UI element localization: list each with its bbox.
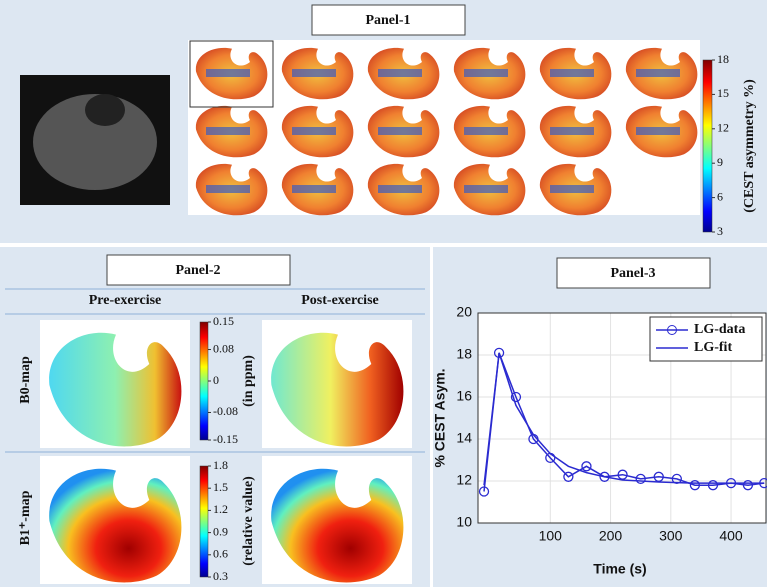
cest-map-core (636, 69, 680, 77)
colorbar-tick-label: 9 (717, 155, 723, 169)
colorbar-tick-label: 0.3 (213, 569, 228, 583)
colorbar-tick-label: 0.6 (213, 547, 228, 561)
colorbar-tick-label: 0.08 (213, 341, 234, 355)
legend-marker (667, 325, 677, 335)
colorbar-label: (CEST asymmetry %) (742, 79, 757, 213)
colorbar-tick-label: 1.2 (213, 502, 228, 516)
cest-map-core (292, 69, 336, 77)
colorbar-tick-label: 1.8 (213, 458, 228, 472)
cest-map-core (636, 127, 680, 135)
cest-map-core (464, 127, 508, 135)
colorbar (199, 321, 209, 441)
y-tick-label: 12 (456, 472, 472, 488)
series-line (483, 352, 765, 486)
panel-title: Panel-2 (175, 263, 220, 278)
column-label: Post-exercise (301, 293, 378, 308)
anatomical-leg (33, 94, 157, 190)
colorbar-tick-label: -0.15 (213, 432, 238, 446)
cest-map-core (378, 185, 422, 193)
anatomical-bone (85, 94, 125, 126)
data-point (707, 480, 719, 491)
colorbar-label: (in ppm) (241, 355, 256, 407)
colorbar-tick-label: 1.5 (213, 480, 228, 494)
plot: LG-data LG-fit (477, 312, 767, 524)
panel-title-box (311, 4, 466, 36)
data-point (478, 486, 490, 497)
panel-title: Panel-1 (365, 13, 410, 28)
y-tick-label: 10 (456, 514, 472, 530)
cest-map-core (464, 69, 508, 77)
x-tick-label: 100 (539, 528, 563, 544)
colorbar (702, 59, 713, 233)
row-label: B0-map (18, 356, 33, 404)
panel-title-box (556, 257, 711, 289)
cest-map-core (378, 127, 422, 135)
cest-map-core (206, 127, 250, 135)
legend-label: LG-fit (694, 340, 732, 355)
cest-map-core (550, 185, 594, 193)
colorbar-tick-label: -0.08 (213, 404, 238, 418)
axes-frame (477, 312, 767, 524)
cest-maps (195, 47, 698, 216)
cest-map-core (550, 69, 594, 77)
colorbar-tick-label: 6 (717, 189, 723, 203)
x-axis-label: Time (s) (593, 561, 646, 577)
cest-map-core (292, 185, 336, 193)
y-tick-label: 14 (456, 430, 472, 446)
cest-map-core (378, 69, 422, 77)
x-tick-label: 400 (719, 528, 743, 544)
data-point (510, 391, 522, 403)
cest-map-core (464, 185, 508, 193)
legend-box (649, 316, 763, 362)
colorbar-tick-label: 18 (717, 52, 729, 66)
data-point (742, 480, 754, 491)
cest-map-core (206, 69, 250, 77)
row-label: B1⁺-map (18, 490, 33, 545)
colorbar-tick-label: 0 (213, 373, 219, 387)
data-point (599, 471, 610, 482)
y-axis-label: % CEST Asym. (432, 368, 448, 467)
data-point (581, 461, 592, 472)
colorbar-tick-label: 3 (717, 224, 723, 238)
colorbar (199, 465, 209, 578)
y-tick-label: 16 (456, 388, 472, 404)
colorbar-tick-label: 0.9 (213, 524, 228, 538)
legend-label: LG-data (694, 322, 745, 337)
panel-title-box (106, 254, 291, 286)
data-point (635, 473, 646, 485)
x-tick-label: 300 (659, 528, 683, 544)
data-point (563, 471, 574, 482)
colorbar-tick-label: 12 (717, 121, 729, 135)
y-tick-label: 18 (456, 346, 472, 362)
cest-map-core (550, 127, 594, 135)
y-tick-label: 20 (456, 304, 472, 320)
colorbar-label: (relative value) (241, 476, 256, 566)
column-label: Pre-exercise (89, 293, 162, 308)
data-point (689, 480, 701, 491)
colorbar-tick-label: 0.15 (213, 314, 234, 328)
cest-map-core (206, 185, 250, 193)
x-tick-label: 200 (599, 528, 623, 544)
cest-map-core (292, 127, 336, 135)
panel-title: Panel-3 (610, 266, 655, 281)
highlight-box (189, 40, 274, 108)
colorbar-tick-label: 15 (717, 86, 729, 100)
